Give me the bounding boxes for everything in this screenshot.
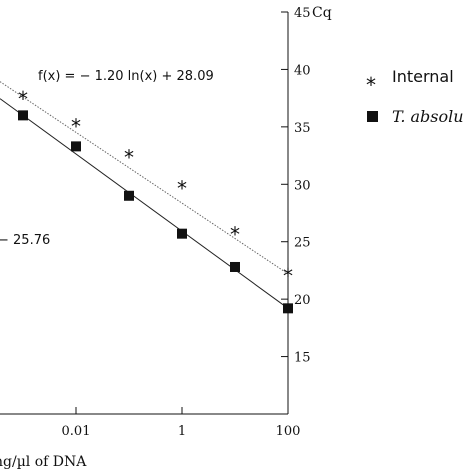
- legend-star-marker: *: [366, 73, 376, 97]
- point-internal: *: [283, 264, 293, 288]
- fit-equation-internal: f(x) = − 1.20 ln(x) + 28.09: [38, 69, 214, 84]
- y-tick-label: 45: [294, 6, 311, 21]
- legend-label-t-absoluta: T. absolu: [392, 107, 464, 126]
- point-internal: *: [230, 223, 240, 247]
- point-internal: *: [71, 115, 81, 139]
- y-tick-label: 30: [294, 178, 311, 193]
- plot-axes: [0, 12, 289, 415]
- point-t-absoluta: [230, 261, 240, 272]
- legend: * Internal T. absolu: [366, 67, 464, 126]
- y-ticks: 15 20 25 30 35 40 45: [281, 6, 311, 366]
- x-axis-title: ng/µl of DNA: [0, 454, 87, 470]
- point-t-absoluta: [124, 190, 134, 201]
- fit-lines: [0, 81, 289, 309]
- point-t-absoluta: [283, 303, 293, 314]
- y-tick-label: 15: [294, 351, 311, 366]
- legend-item-t-absoluta: T. absolu: [367, 107, 464, 126]
- x-tick-label: 100: [276, 424, 301, 439]
- y-axis-title: Cq: [312, 5, 332, 21]
- point-internal: *: [177, 177, 187, 201]
- fit-line-series-1: [0, 98, 289, 309]
- point-internal: *: [18, 87, 28, 111]
- point-t-absoluta: [18, 110, 28, 121]
- point-t-absoluta: [177, 228, 187, 239]
- y-tick-label: 35: [294, 121, 311, 136]
- legend-square-marker: [367, 111, 378, 122]
- legend-label-internal: Internal: [392, 67, 454, 86]
- x-ticks: 0.01 1 100: [62, 407, 301, 439]
- y-tick-label: 25: [294, 236, 311, 251]
- y-tick-label: 40: [294, 63, 311, 78]
- x-tick-label: 1: [178, 424, 186, 439]
- legend-item-internal: * Internal: [366, 67, 454, 97]
- data-points: * * * * * *: [18, 87, 293, 314]
- fit-equation-t-absoluta: − 25.76: [0, 233, 50, 248]
- point-internal: *: [124, 146, 134, 170]
- fit-line-series-0: [0, 81, 289, 275]
- x-tick-label: 0.01: [62, 424, 91, 439]
- y-tick-label: 20: [294, 293, 311, 308]
- point-t-absoluta: [71, 141, 81, 152]
